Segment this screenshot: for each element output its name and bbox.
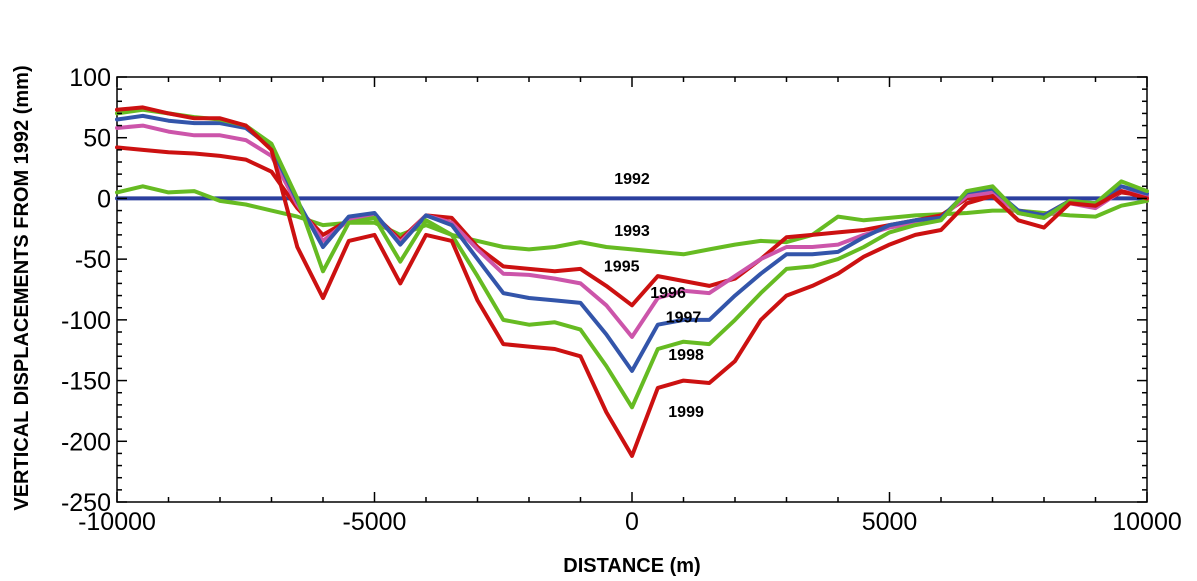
series-line-1995 [115, 145, 1149, 308]
x-tick-label: 10000 [1112, 508, 1182, 536]
y-tick-label: 50 [83, 125, 111, 153]
series-line-1998 [115, 107, 1149, 410]
y-tick-label: -200 [61, 428, 111, 456]
series-line-1999 [115, 105, 1149, 458]
y-tick-label: 100 [69, 64, 111, 92]
series-labels: 1992 1993 1995 1996 1997 1998 1999 [604, 171, 704, 421]
y-tick-label: -150 [61, 368, 111, 396]
axes: -10000 -5000 0 5000 10000 100 50 0 -50 -100 -150 -2… [61, 64, 1182, 536]
x-tick-label: 0 [625, 508, 639, 536]
x-tick-label: -10000 [78, 508, 156, 536]
series-label-1997: 1997 [666, 309, 702, 326]
series-line-1996 [115, 123, 1149, 339]
series-label-1992: 1992 [614, 171, 650, 188]
x-axis-title: DISTANCE (m) [563, 555, 700, 577]
x-tick-label: 5000 [862, 508, 918, 536]
y-tick-label: -50 [75, 246, 111, 274]
plot-frame [116, 76, 1148, 503]
series-label-1993: 1993 [614, 223, 650, 240]
plot-area [116, 76, 1148, 503]
y-tick-label: -250 [61, 489, 111, 517]
series-layer [115, 105, 1149, 458]
series-label-1999: 1999 [668, 404, 704, 421]
series-label-1995: 1995 [604, 258, 640, 275]
series-label-1996: 1996 [650, 285, 686, 302]
x-tick-label: -5000 [343, 508, 407, 536]
series-label-1998: 1998 [668, 347, 704, 364]
y-tick-label: 0 [97, 185, 111, 213]
y-tick-label: -100 [61, 307, 111, 335]
y-axis-title: VERTICAL DISPLACEMENTS FROM 1992 (mm) [11, 65, 33, 510]
